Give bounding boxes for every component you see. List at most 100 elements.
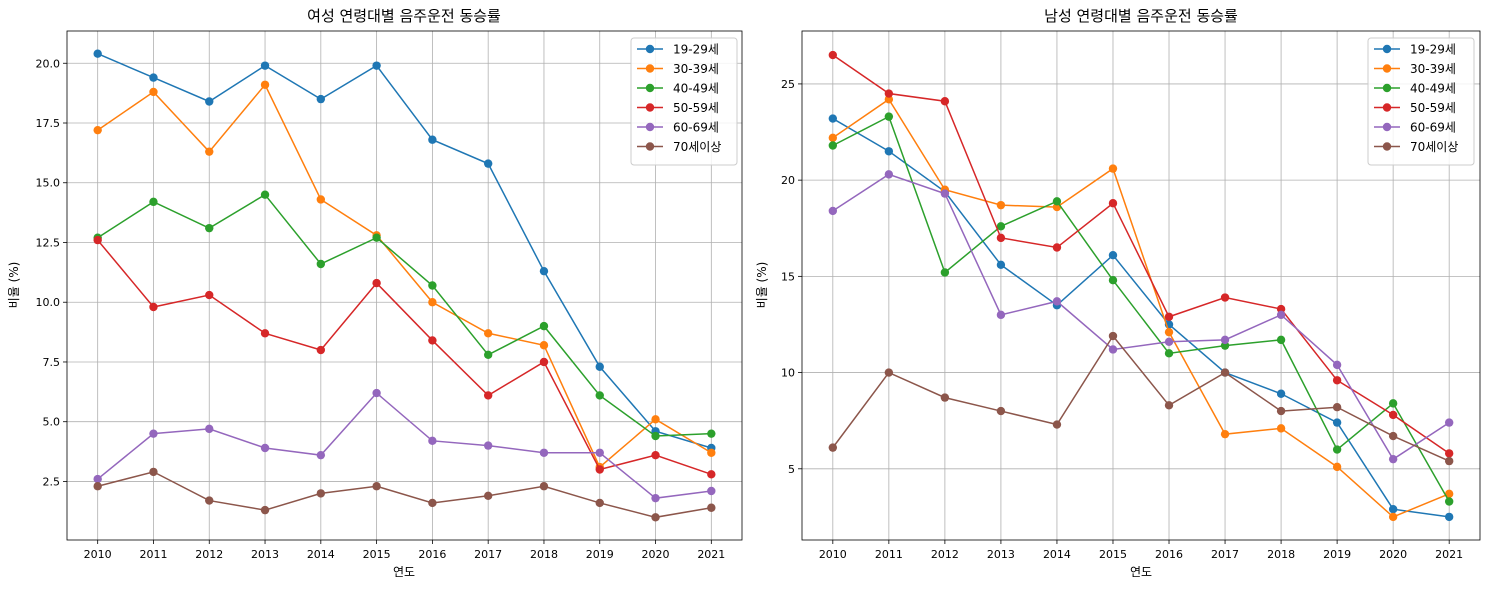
data-point	[595, 391, 604, 400]
series-line	[832, 117, 1450, 518]
legend-label: 19-29세	[673, 43, 719, 57]
y-tick-label: 15	[781, 270, 795, 283]
data-point	[428, 436, 437, 446]
y-tick-label: 5.0	[43, 416, 61, 429]
x-axis-ticks: 2010 2011 2012 2013 2014 2015 2016 2017 2018 2019…	[819, 540, 1463, 561]
data-point	[1388, 454, 1398, 464]
legend-label: 70세이상	[1410, 140, 1458, 154]
data-point	[1444, 449, 1454, 458]
data-point	[93, 474, 102, 484]
data-point	[1276, 406, 1286, 416]
legend-item: 40-49세	[637, 82, 719, 96]
series-line	[97, 391, 712, 499]
legend-marker	[645, 142, 655, 151]
data-point	[1220, 335, 1230, 345]
legend-item: 60-69세	[637, 121, 719, 135]
data-point	[1108, 199, 1118, 208]
series-50-59세	[828, 50, 1454, 458]
series-70세이상	[828, 331, 1454, 466]
x-tick-label: 2011	[875, 548, 903, 561]
legend-item: 70세이상	[1374, 140, 1458, 154]
data-point	[595, 498, 604, 508]
data-point	[1164, 349, 1174, 358]
legend-item: 50-59세	[637, 101, 719, 115]
data-point	[1388, 505, 1398, 514]
series-line	[832, 173, 1450, 461]
data-point	[1444, 497, 1454, 506]
data-point	[93, 482, 102, 491]
x-tick-label: 2020	[642, 548, 670, 561]
chart-title: 여성 연령대별 음주운전 동승률	[307, 7, 501, 25]
x-tick-label: 2020	[1379, 548, 1407, 561]
data-point	[1332, 376, 1342, 385]
legend-item: 19-29세	[1374, 43, 1456, 57]
data-point	[1164, 401, 1174, 410]
data-point	[260, 80, 270, 89]
data-point	[707, 503, 716, 512]
data-point	[1108, 331, 1118, 341]
data-point	[149, 429, 158, 438]
data-point	[539, 341, 549, 350]
legend-marker	[1382, 103, 1392, 112]
series-line	[97, 471, 712, 519]
data-point	[884, 89, 894, 98]
data-point	[1332, 445, 1342, 454]
y-tick-label: 25	[781, 78, 795, 91]
data-point	[884, 368, 894, 377]
data-point	[1332, 462, 1342, 472]
data-point	[483, 391, 493, 400]
y-tick-label: 20	[781, 174, 795, 187]
x-axis-label: 연도	[1130, 565, 1152, 579]
data-point	[260, 190, 270, 199]
data-point	[372, 61, 381, 70]
x-tick-label: 2011	[139, 548, 167, 561]
data-point	[260, 61, 270, 70]
data-point	[260, 443, 270, 453]
data-point	[372, 388, 381, 398]
x-tick-label: 2017	[474, 548, 502, 561]
data-point	[316, 195, 326, 204]
female-chart-panel: 여성 연령대별 음주운전 동승률 2010 2011 2012 2013 2014 201…	[7, 7, 743, 579]
data-point	[372, 233, 381, 242]
data-point	[1444, 489, 1454, 499]
legend-marker	[645, 103, 655, 112]
legend-label: 70세이상	[673, 140, 721, 154]
data-point	[651, 493, 660, 503]
legend-item: 50-59세	[1374, 101, 1456, 115]
x-tick-label: 2010	[84, 548, 112, 561]
series-lines	[93, 49, 716, 522]
data-point	[1052, 297, 1062, 306]
data-point	[595, 362, 604, 371]
series-line	[97, 83, 712, 469]
data-point	[149, 87, 158, 97]
data-point	[483, 441, 493, 450]
data-point	[1108, 164, 1118, 173]
x-tick-label: 2010	[819, 548, 847, 561]
data-point	[651, 450, 660, 460]
data-point	[428, 498, 437, 508]
legend-item: 30-39세	[637, 62, 719, 76]
legend-marker	[645, 64, 655, 73]
data-point	[940, 393, 950, 402]
data-point	[651, 431, 660, 441]
series-70세이상	[93, 467, 716, 522]
data-point	[205, 97, 214, 106]
data-point	[996, 260, 1006, 270]
data-point	[483, 350, 493, 360]
data-point	[205, 424, 214, 434]
x-axis-label: 연도	[393, 565, 415, 579]
data-point	[428, 336, 437, 345]
chart-title: 남성 연령대별 음주운전 동승률	[1044, 7, 1238, 25]
y-tick-label: 5	[788, 463, 795, 476]
data-point	[205, 496, 214, 505]
legend-item: 19-29세	[637, 43, 719, 57]
data-point	[884, 95, 894, 104]
legend-label: 60-69세	[1410, 121, 1456, 135]
data-point	[428, 281, 437, 290]
series-line	[97, 53, 712, 449]
data-point	[940, 189, 950, 198]
y-axis-label: 비율 (%)	[755, 262, 769, 309]
data-point	[996, 233, 1006, 243]
data-point	[205, 147, 214, 156]
